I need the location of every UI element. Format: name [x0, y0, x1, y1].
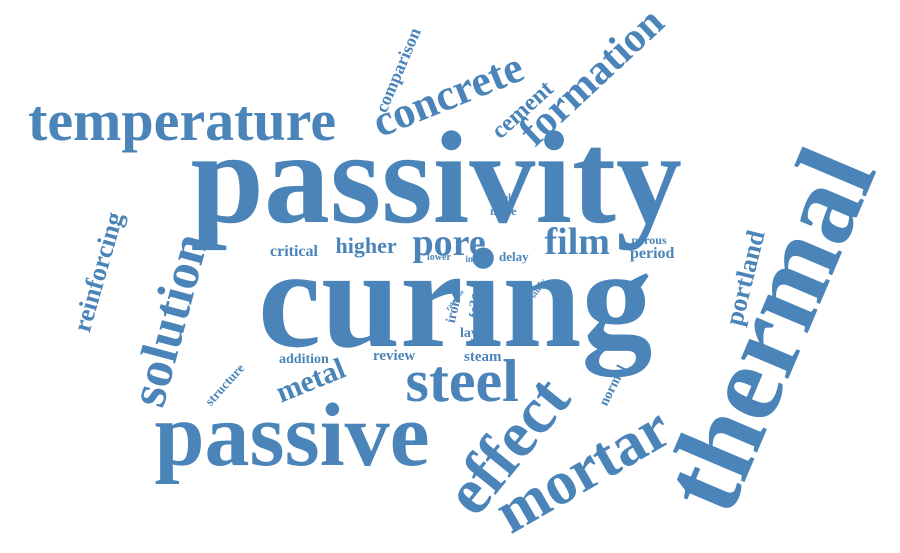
word-reinforcing: reinforcing: [66, 208, 129, 336]
word-review: review: [373, 347, 416, 364]
word-more: more: [490, 204, 517, 218]
word-temperature: temperature: [28, 88, 337, 153]
word-inner: inner: [465, 253, 487, 264]
word-ion: ion: [443, 282, 453, 291]
word-curing: curing: [258, 219, 653, 377]
word-solution: solution: [119, 227, 221, 413]
word-result: result: [490, 193, 515, 204]
word-delay: delay: [499, 248, 529, 264]
word-fe3o: fe3o: [466, 292, 482, 318]
word-steam: steam: [464, 348, 502, 365]
word-passivity: passivity: [190, 104, 682, 251]
word-pore: pore: [412, 222, 486, 264]
word-addition: addition: [279, 352, 329, 367]
word-porous: porous: [631, 233, 667, 247]
word-layer: layer: [460, 326, 491, 341]
word-steel: steel: [405, 348, 519, 414]
word-lower: lower: [427, 252, 451, 263]
word-passive: passive: [154, 386, 430, 485]
word-critical: critical: [270, 243, 318, 260]
word-film: film: [544, 221, 610, 263]
word-higher: higher: [335, 233, 397, 258]
word-period: period: [630, 245, 675, 262]
